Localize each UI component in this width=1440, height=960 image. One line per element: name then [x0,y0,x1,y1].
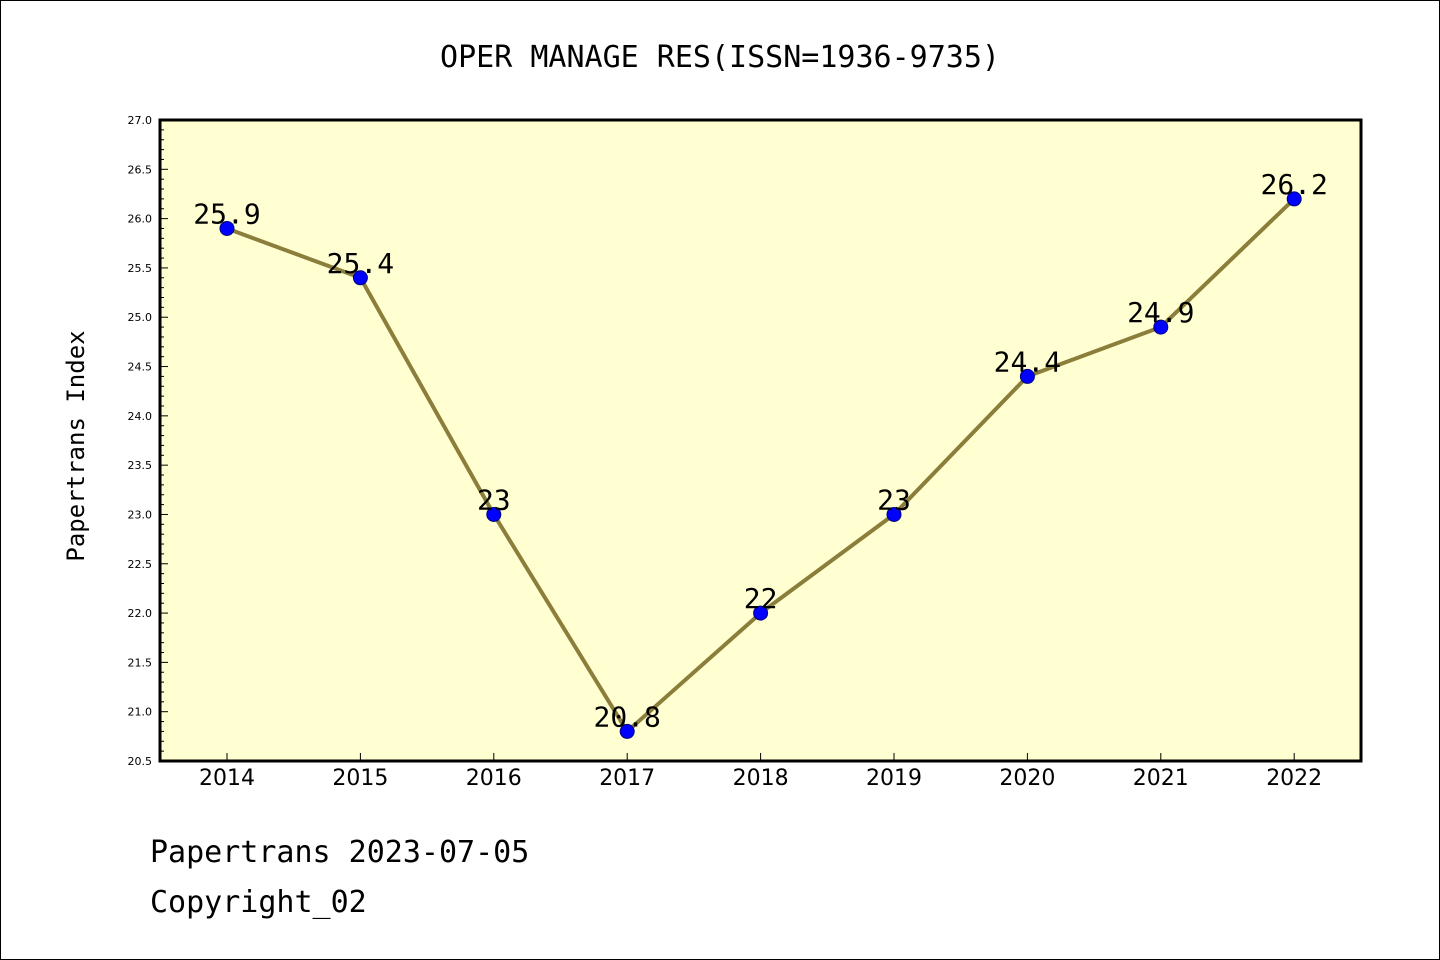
y-tick-label: 27.0 [128,114,153,127]
data-point [619,723,635,739]
chart-title: OPER MANAGE RES(ISSN=1936-9735) [440,40,1000,75]
x-tick-label: 2014 [199,766,255,791]
y-tick-label: 22.0 [128,607,153,620]
y-tick-label: 26.5 [128,163,153,176]
y-tick-label: 25.0 [128,311,153,324]
footer-copyright-line: Copyright_02 [150,885,367,920]
y-tick-label: 21.0 [128,706,153,719]
x-tick-label: 2016 [466,766,522,791]
data-label: 25.4 [327,247,394,280]
y-tick-label: 21.5 [128,656,153,669]
data-point [1153,319,1169,335]
data-label: 20.8 [593,700,660,733]
x-tick-label: 2021 [1133,766,1189,791]
y-tick-label: 23.0 [128,508,153,521]
footer-date-line: Papertrans 2023-07-05 [150,835,530,870]
y-tick-label: 24.5 [128,361,153,374]
y-tick-label: 26.0 [128,213,153,226]
x-tick-label: 2018 [733,766,789,791]
y-axis: 20.5 21.0 21.5 22.0 22.5 23.0 23.5 24.0 24.5 25.0… [128,114,168,768]
x-tick-label: 2020 [999,766,1055,791]
x-tick-label: 2015 [332,766,388,791]
y-tick-label: 24.0 [128,410,153,423]
series-line-group: 25.9 25.4 23 20.8 22 23 24.4 24.9 26.2 [193,168,1328,739]
x-tick-label: 2022 [1266,766,1322,791]
y-tick-label: 25.5 [128,262,153,275]
y-tick-label: 23.5 [128,459,153,472]
data-label: 23 [477,483,511,516]
plot-area [158,118,1363,763]
y-tick-label: 20.5 [128,755,153,768]
y-tick-label: 22.5 [128,558,153,571]
data-point [753,605,769,621]
data-point [352,270,368,286]
data-label: 23 [877,483,911,516]
data-label: 26.2 [1260,168,1327,201]
data-point [486,506,502,522]
data-label: 24.9 [1127,296,1194,329]
x-axis: 2014 2015 2016 2017 2018 2019 2020 2021 2022 [199,753,1322,791]
data-label: 22 [744,582,778,615]
y-axis-label: Papertrans Index [62,330,90,561]
data-point [219,220,235,236]
data-label: 24.4 [994,345,1061,378]
data-point [1019,368,1035,384]
data-point [886,506,902,522]
data-point [1286,191,1302,207]
x-tick-label: 2019 [866,766,922,791]
x-tick-label: 2017 [599,766,655,791]
data-label: 25.9 [193,197,260,230]
